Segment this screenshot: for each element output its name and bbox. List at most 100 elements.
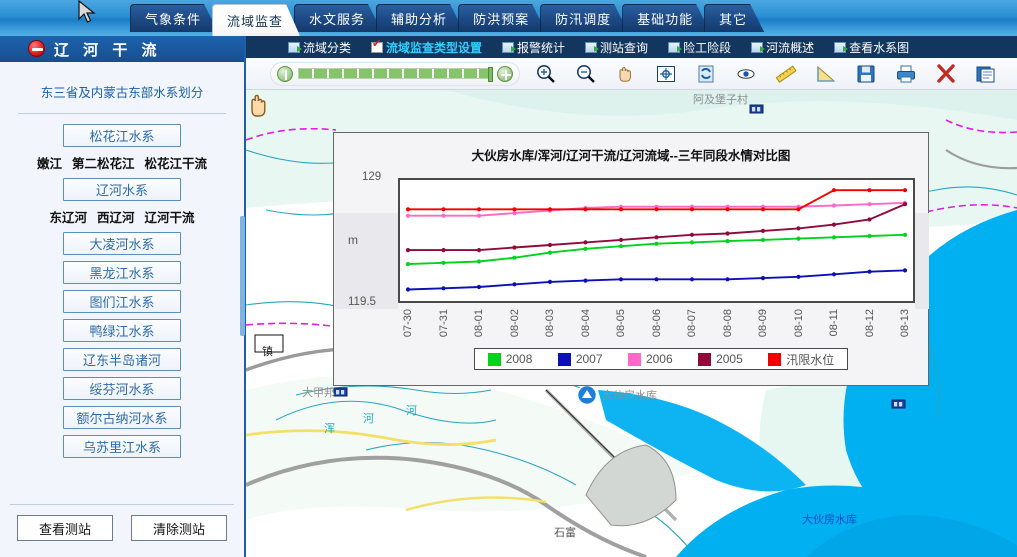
sidebar-panel: 辽 河 干 流 东三省及内蒙古东部水系划分 松花江水系 嫩江 第二松花江 松花江干流辽…	[0, 36, 246, 557]
sub-river-link[interactable]: 西辽河	[96, 211, 135, 225]
series-point	[725, 231, 730, 236]
tab-2[interactable]: 水文服务	[294, 4, 382, 32]
menu-item-4[interactable]: 险工险段	[668, 39, 731, 56]
series-point	[441, 248, 446, 253]
water-system-button-4[interactable]: 图们江水系	[63, 290, 181, 313]
ruler-icon[interactable]	[766, 59, 806, 89]
full-extent-icon[interactable]	[646, 59, 686, 89]
water-system-button-0[interactable]: 松花江水系	[63, 124, 181, 147]
map-label-1: 镇	[262, 346, 273, 358]
tab-label: 水文服务	[309, 12, 366, 27]
refresh-icon[interactable]	[686, 59, 726, 89]
menu-item-5[interactable]: 河流概述	[751, 39, 814, 56]
water-system-button-1[interactable]: 辽河水系	[63, 178, 181, 201]
tab-0[interactable]: 气象条件	[130, 4, 218, 32]
sub-river-link[interactable]: 辽河干流	[144, 211, 195, 225]
menu-item-2[interactable]: 报警统计	[502, 39, 565, 56]
chart-legend-item-1[interactable]: 2007	[557, 352, 603, 366]
series-point	[689, 240, 695, 245]
zoom-slider[interactable]	[270, 61, 520, 86]
y-axis-tick-min: 119.5	[348, 296, 376, 308]
y-axis-tick-max: 129	[362, 171, 382, 183]
clear-stations-button[interactable]: 清除测站	[131, 515, 227, 541]
sub-river-link[interactable]: 第二松花江	[71, 157, 135, 171]
slider-plus-icon[interactable]	[497, 65, 513, 82]
sidebar-footer: 查看测站 清除测站	[0, 504, 244, 541]
area-measure-icon[interactable]	[806, 59, 846, 89]
x-axis-tick-1: 07-31	[437, 309, 450, 338]
tab-5[interactable]: 防汛调度	[540, 4, 628, 32]
identify-eye-icon[interactable]	[726, 59, 766, 89]
pan-hand-icon[interactable]	[606, 59, 646, 89]
tab-3[interactable]: 辅助分析	[376, 4, 464, 32]
tab-7[interactable]: 其它	[704, 4, 764, 32]
zoom-slider-thumb[interactable]	[488, 67, 493, 82]
tab-1[interactable]: 流域监查	[212, 4, 300, 36]
print-icon[interactable]	[886, 59, 926, 89]
menu-item-6[interactable]: 查看水系图	[834, 39, 909, 56]
tab-label: 辅助分析	[391, 12, 448, 27]
menu-item-1[interactable]: 流域监查类型设置	[371, 39, 482, 56]
water-system-button-3[interactable]: 黑龙江水系	[63, 261, 181, 284]
legend-series-label: 2007	[575, 352, 603, 366]
tab-label: 流域监查	[227, 14, 284, 29]
series-point	[796, 226, 801, 231]
water-system-button-9[interactable]: 乌苏里江水系	[63, 435, 181, 458]
water-system-button-8[interactable]: 额尔古纳河水系	[63, 406, 181, 429]
legend-series-label: 2008	[505, 352, 533, 366]
series-point	[547, 279, 553, 284]
zoom-in-icon[interactable]	[526, 59, 566, 89]
chart-legend-item-2[interactable]: 2006	[627, 352, 673, 366]
legend-swatch	[698, 352, 712, 366]
series-point	[476, 213, 482, 218]
sidebar-scrollbar[interactable]	[240, 216, 245, 336]
sub-river-link[interactable]: 嫩江	[36, 157, 62, 171]
zoom-slider-track[interactable]	[298, 67, 493, 82]
series-point	[441, 207, 446, 212]
chart-right-shade	[915, 213, 929, 309]
zoom-out-icon[interactable]	[566, 59, 606, 89]
menu-item-label: 查看水系图	[849, 40, 910, 55]
save-floppy-icon[interactable]	[846, 59, 886, 89]
series-point	[654, 241, 659, 246]
tab-label: 基础功能	[637, 12, 694, 27]
menu-item-0[interactable]: 流域分类	[288, 39, 351, 56]
view-stations-button[interactable]: 查看测站	[17, 515, 113, 541]
chart-window[interactable]: 大伙房水库/浑河/辽河干流/辽河流域--三年同段水情对比图 129 119.5 …	[333, 132, 929, 386]
series-point	[405, 262, 411, 267]
series-point	[902, 232, 908, 237]
series-point	[405, 248, 411, 253]
tab-4[interactable]: 防洪预案	[458, 4, 546, 32]
water-system-button-2[interactable]: 大凌河水系	[63, 232, 181, 255]
sub-river-link[interactable]: 松花江干流	[144, 157, 208, 171]
x-axis-tick-5: 08-04	[579, 309, 592, 338]
chart-legend[interactable]: 2008 2007 2006 2005 汛限水位	[474, 348, 848, 370]
series-point	[831, 222, 837, 227]
window-list-icon[interactable]	[966, 59, 1006, 89]
water-system-button-5[interactable]: 鸭绿江水系	[63, 319, 181, 342]
chart-left-shade	[335, 213, 398, 309]
legend-swatch	[557, 352, 571, 366]
series-point	[689, 277, 695, 282]
series-point	[654, 207, 659, 212]
chart-legend-item-0[interactable]: 2008	[487, 352, 533, 366]
tab-6[interactable]: 基础功能	[622, 4, 710, 32]
slider-minus-knob-icon[interactable]	[277, 65, 293, 82]
water-system-button-7[interactable]: 绥芬河水系	[63, 377, 181, 400]
sub-river-link[interactable]: 东辽河	[49, 211, 87, 225]
series-point	[476, 248, 482, 253]
menu-item-label: 河流概述	[766, 40, 815, 55]
map-label-6: 大伙房水库	[602, 390, 657, 402]
chart-legend-item-4[interactable]: 汛限水位	[768, 351, 834, 368]
main-tabs[interactable]: 气象条件 流域监查 水文服务 辅助分析 防洪预案 防汛调度 基础功能 其它	[130, 4, 758, 36]
module-menu-bar[interactable]: 流域分类 流域监查类型设置 报警统计 测站查询 险工险段 河流概述 查看水系图	[246, 36, 1017, 58]
minus-circle-icon[interactable]	[28, 40, 45, 57]
map-label-0: 阿及堡子村	[693, 94, 748, 106]
sidebar-header: 辽 河 干 流	[0, 36, 244, 62]
menu-item-3[interactable]: 测站查询	[585, 39, 648, 56]
legend-series-label: 汛限水位	[786, 352, 835, 367]
delete-x-icon[interactable]	[926, 59, 966, 89]
chart-legend-item-3[interactable]: 2005	[698, 352, 743, 366]
water-system-button-6[interactable]: 辽东半岛诸河	[63, 348, 181, 371]
chart-title: 大伙房水库/浑河/辽河干流/辽河流域--三年同段水情对比图	[471, 149, 791, 163]
